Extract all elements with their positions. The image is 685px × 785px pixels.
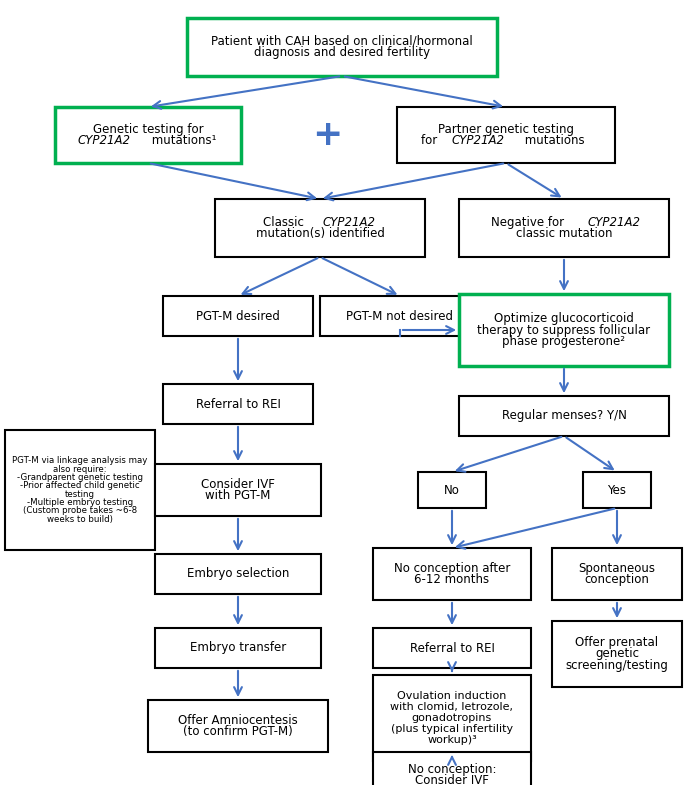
Bar (418, 472, 486, 508)
Text: with clomid, letrozole,: with clomid, letrozole, (390, 703, 514, 712)
Text: testing: testing (65, 490, 95, 498)
Bar (320, 296, 480, 336)
Text: Ovulation induction: Ovulation induction (397, 692, 507, 702)
Text: CYP21A2: CYP21A2 (587, 216, 640, 228)
Text: Offer Amniocentesis: Offer Amniocentesis (178, 714, 298, 727)
Bar (215, 199, 425, 257)
Bar (155, 464, 321, 516)
Text: CYP21A2: CYP21A2 (322, 216, 375, 228)
Text: Referral to REI: Referral to REI (410, 641, 495, 655)
Bar (459, 199, 669, 257)
Bar (373, 752, 531, 785)
Text: PGT-M not desired: PGT-M not desired (347, 309, 453, 323)
Bar (155, 628, 321, 668)
Bar (373, 628, 531, 668)
Text: with PGT-M: with PGT-M (206, 489, 271, 502)
Text: Partner genetic testing: Partner genetic testing (438, 122, 574, 136)
Text: mutations: mutations (521, 134, 585, 148)
Text: screening/testing: screening/testing (566, 659, 669, 672)
Text: also require:: also require: (53, 465, 107, 473)
Text: weeks to build): weeks to build) (47, 515, 113, 524)
Bar (459, 396, 669, 436)
Text: -Prior affected child genetic: -Prior affected child genetic (20, 481, 140, 491)
Bar (187, 18, 497, 76)
Text: Embryo transfer: Embryo transfer (190, 641, 286, 655)
Bar (55, 107, 241, 163)
Text: gonadotropins: gonadotropins (412, 713, 492, 723)
Text: No conception:: No conception: (408, 763, 496, 776)
Bar (397, 107, 615, 163)
Text: Classic: Classic (264, 216, 308, 228)
Text: Embryo selection: Embryo selection (187, 568, 289, 580)
Text: (plus typical infertility: (plus typical infertility (391, 724, 513, 734)
Text: Negative for: Negative for (491, 216, 569, 228)
Text: 6-12 months: 6-12 months (414, 573, 490, 586)
Bar (163, 296, 313, 336)
Text: diagnosis and desired fertility: diagnosis and desired fertility (254, 46, 430, 59)
Text: Consider IVF: Consider IVF (415, 774, 489, 785)
Text: conception: conception (584, 573, 649, 586)
Text: Genetic testing for: Genetic testing for (92, 122, 203, 136)
Text: Offer prenatal: Offer prenatal (575, 636, 658, 649)
Text: No conception after: No conception after (394, 562, 510, 575)
Bar (373, 675, 531, 761)
Text: -Grandparent genetic testing: -Grandparent genetic testing (17, 473, 143, 482)
Bar (459, 294, 669, 366)
Text: PGT-M desired: PGT-M desired (196, 309, 280, 323)
Text: Yes: Yes (608, 484, 627, 496)
Text: Regular menses? Y/N: Regular menses? Y/N (501, 410, 627, 422)
Text: classic mutation: classic mutation (516, 227, 612, 240)
Text: CYP21A2: CYP21A2 (77, 134, 130, 148)
Bar (148, 700, 328, 752)
Bar (552, 621, 682, 687)
Bar (155, 554, 321, 594)
Text: Optimize glucocorticoid: Optimize glucocorticoid (494, 312, 634, 325)
Text: No: No (444, 484, 460, 496)
Text: phase progesterone²: phase progesterone² (503, 335, 625, 348)
Bar (373, 548, 531, 600)
Text: PGT-M via linkage analysis may: PGT-M via linkage analysis may (12, 456, 148, 466)
Text: (Custom probe takes ~6-8: (Custom probe takes ~6-8 (23, 506, 137, 516)
Text: mutation(s) identified: mutation(s) identified (256, 227, 384, 240)
Text: -Multiple embryo testing: -Multiple embryo testing (27, 498, 133, 507)
Bar (163, 384, 313, 424)
Text: Referral to REI: Referral to REI (195, 397, 280, 411)
Text: Consider IVF: Consider IVF (201, 478, 275, 491)
Text: mutations¹: mutations¹ (148, 134, 216, 148)
Bar (552, 548, 682, 600)
Text: Patient with CAH based on clinical/hormonal: Patient with CAH based on clinical/hormo… (211, 35, 473, 48)
Bar (5, 430, 155, 550)
Text: for: for (421, 134, 440, 148)
Text: Spontaneous: Spontaneous (579, 562, 656, 575)
Text: workup)³: workup)³ (427, 735, 477, 745)
Text: CYP21A2: CYP21A2 (451, 134, 504, 148)
Text: genetic: genetic (595, 648, 639, 660)
Bar (583, 472, 651, 508)
Text: therapy to suppress follicular: therapy to suppress follicular (477, 323, 651, 337)
Text: (to confirm PGT-M): (to confirm PGT-M) (183, 725, 293, 738)
Text: +: + (312, 118, 342, 152)
